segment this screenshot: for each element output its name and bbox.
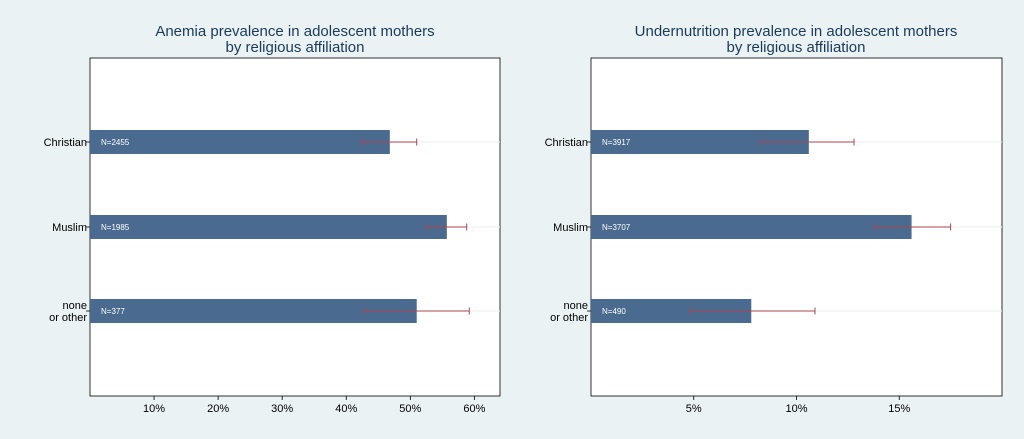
category-label: Christian xyxy=(44,137,87,149)
category-label: Muslim xyxy=(553,222,588,234)
chart-title-line: by religious affiliation xyxy=(226,39,365,56)
category-label: Christian xyxy=(545,137,588,149)
chart-title-line: by religious affiliation xyxy=(727,39,866,56)
n-label: N=2455 xyxy=(101,138,130,147)
n-label: N=1985 xyxy=(101,223,130,232)
chart-title: Undernutrition prevalence in adolescent … xyxy=(635,23,958,56)
n-label: N=3917 xyxy=(602,138,631,147)
error-bar xyxy=(363,307,470,315)
error-bar xyxy=(874,223,952,231)
x-tick-label: 50% xyxy=(399,403,421,415)
error-bar xyxy=(361,138,418,146)
category-label: Muslim xyxy=(52,222,87,234)
n-label: N=377 xyxy=(101,307,125,316)
category-label: none xyxy=(63,300,87,312)
bar xyxy=(591,215,912,239)
x-tick-label: 40% xyxy=(335,403,357,415)
undernutrition-chart: Undernutrition prevalence in adolescent … xyxy=(545,23,1003,415)
category-label: or other xyxy=(550,312,588,324)
n-label: N=490 xyxy=(602,307,626,316)
chart-title-line: Anemia prevalence in adolescent mothers xyxy=(155,23,434,40)
error-bar xyxy=(425,223,468,231)
chart-title: Anemia prevalence in adolescent mothers b… xyxy=(155,23,434,56)
bar xyxy=(90,215,447,239)
category-label: or other xyxy=(49,312,87,324)
x-tick-label: 15% xyxy=(888,403,910,415)
anemia-chart: Anemia prevalence in adolescent mothers b… xyxy=(44,23,501,415)
x-tick-label: 60% xyxy=(463,403,485,415)
x-tick-label: 10% xyxy=(785,403,807,415)
error-bar xyxy=(689,307,816,315)
category-label: none xyxy=(564,300,588,312)
chart-title-line: Undernutrition prevalence in adolescent … xyxy=(635,23,958,40)
bar xyxy=(90,130,390,154)
x-tick-label: 10% xyxy=(143,403,165,415)
x-tick-label: 5% xyxy=(686,403,702,415)
bar xyxy=(90,299,417,323)
error-bar xyxy=(761,138,855,146)
x-tick-label: 30% xyxy=(271,403,293,415)
x-tick-label: 20% xyxy=(207,403,229,415)
n-label: N=3707 xyxy=(602,223,631,232)
